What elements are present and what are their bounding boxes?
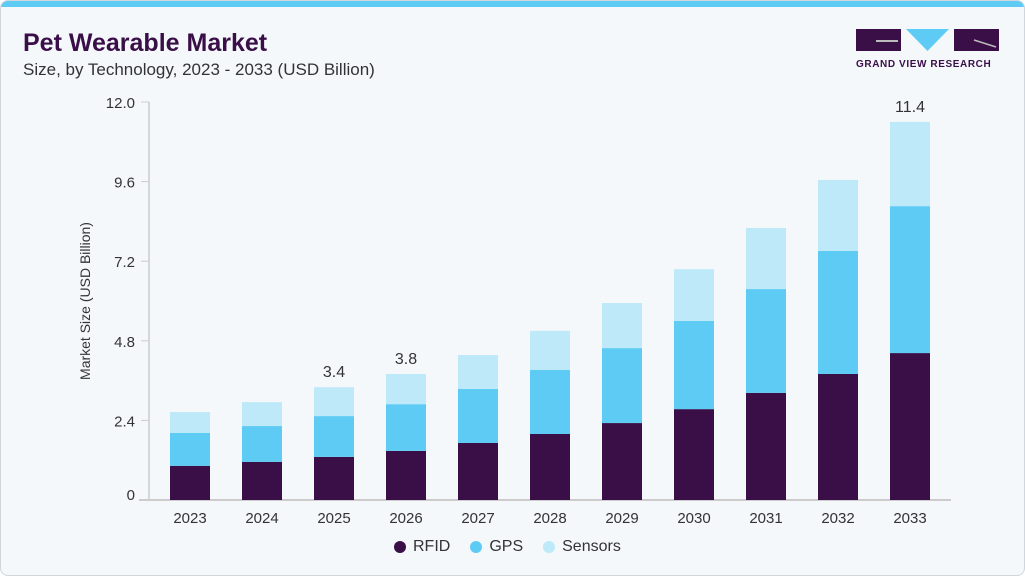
- x-tick-label: 2032: [821, 510, 854, 527]
- bar-rfid-2025: [314, 456, 354, 500]
- y-tick-label: 4.8: [114, 334, 135, 351]
- bar-gps-2031: [746, 289, 786, 393]
- bar-rfid-2023: [170, 465, 210, 500]
- y-axis-label: Market Size (USD Billion): [77, 222, 93, 380]
- bar-sensors-2029: [602, 302, 642, 349]
- chart-subtitle: Size, by Technology, 2023 - 2033 (USD Bi…: [23, 60, 375, 79]
- legend-label: GPS: [489, 538, 524, 555]
- x-tick-label: 2025: [317, 510, 350, 527]
- legend-swatch: [543, 541, 556, 553]
- bar-sensors-2032: [818, 179, 858, 251]
- accent-bar: [1, 1, 1024, 7]
- x-tick-label: 2028: [533, 510, 566, 527]
- legend-swatch: [470, 541, 483, 553]
- y-tick-label: 7.2: [114, 254, 135, 271]
- bar-rfid-2032: [818, 373, 858, 500]
- bar-gps-2025: [314, 416, 354, 457]
- bar-rfid-2031: [746, 392, 786, 500]
- bar-gps-2033: [890, 206, 930, 354]
- bar-rfid-2027: [458, 442, 498, 500]
- bar-rfid-2026: [386, 450, 426, 500]
- bar-sensors-2031: [746, 228, 786, 290]
- x-tick-label: 2027: [461, 510, 494, 527]
- bar-rfid-2029: [602, 423, 642, 500]
- bar-gps-2032: [818, 250, 858, 374]
- x-tick-label: 2029: [605, 510, 638, 527]
- bar-sensors-2030: [674, 269, 714, 321]
- bar-gps-2023: [170, 433, 210, 466]
- bar-rfid-2033: [890, 353, 930, 500]
- bar-sensors-2023: [170, 412, 210, 434]
- x-tick-label: 2023: [173, 510, 206, 527]
- bar-gps-2026: [386, 404, 426, 451]
- total-label: 3.4: [323, 364, 345, 381]
- bar-sensors-2028: [530, 330, 570, 370]
- x-tick-label: 2024: [245, 510, 278, 527]
- bar-sensors-2033: [890, 121, 930, 207]
- bar-sensors-2024: [242, 402, 282, 427]
- grand-view-research-logo: [856, 29, 999, 51]
- bar-sensors-2027: [458, 355, 498, 389]
- legend: RFID GPS Sensors: [394, 538, 621, 556]
- legend-item-gps: GPS: [470, 538, 523, 556]
- bar-rfid-2028: [530, 433, 570, 500]
- x-tick-label: 2030: [677, 510, 710, 527]
- bar-sensors-2025: [314, 387, 354, 417]
- legend-item-rfid: RFID: [394, 538, 450, 556]
- bar-rfid-2030: [674, 409, 714, 500]
- y-tick-label: 0: [127, 487, 135, 504]
- legend-label: RFID: [413, 538, 451, 555]
- legend-label: Sensors: [562, 538, 621, 555]
- chart-title: Pet Wearable Market: [23, 29, 268, 57]
- bar-sensors-2026: [386, 373, 426, 405]
- x-tick-label: 2033: [893, 510, 926, 527]
- bar-rfid-2024: [242, 461, 282, 500]
- y-tick-label: 12.0: [106, 95, 135, 112]
- bar-gps-2027: [458, 388, 498, 443]
- logo-text: GRAND VIEW RESEARCH: [856, 59, 992, 70]
- x-tick-label: 2031: [749, 510, 782, 527]
- total-label: 11.4: [895, 99, 925, 116]
- bar-gps-2028: [530, 369, 570, 434]
- bar-gps-2029: [602, 348, 642, 424]
- bar-gps-2030: [674, 320, 714, 410]
- legend-swatch: [394, 541, 406, 553]
- y-tick-label: 9.6: [114, 175, 135, 192]
- x-tick-label: 2026: [389, 510, 422, 527]
- legend-item-sensors: Sensors: [543, 538, 621, 556]
- y-tick-label: 2.4: [114, 413, 135, 430]
- total-label: 3.8: [395, 351, 417, 368]
- bar-gps-2024: [242, 426, 282, 462]
